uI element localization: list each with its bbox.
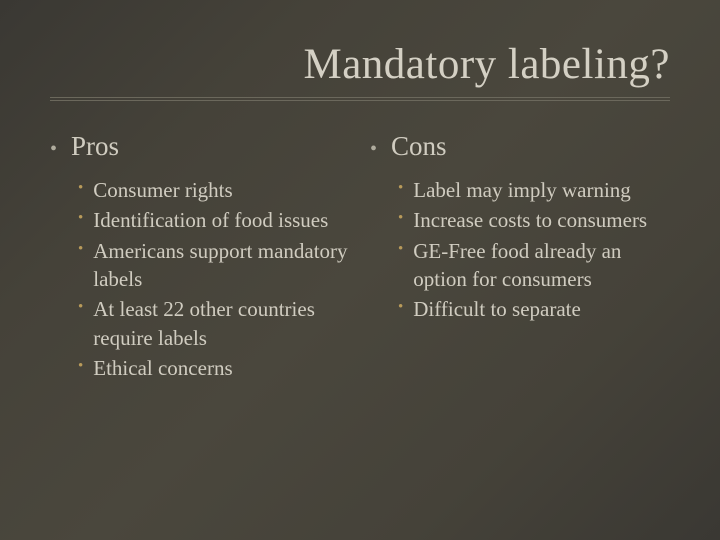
bullet-icon: • (398, 181, 403, 196)
list-item: • Increase costs to consumers (398, 206, 670, 234)
list-item: • Consumer rights (78, 176, 350, 204)
bullet-icon: • (78, 300, 83, 315)
item-text: Label may imply warning (413, 176, 631, 204)
pros-list: • Consumer rights • Identification of fo… (50, 176, 350, 382)
pros-title: Pros (71, 131, 119, 162)
list-item: • GE-Free food already an option for con… (398, 237, 670, 294)
title-area: Mandatory labeling? (50, 40, 670, 89)
item-text: At least 22 other countries require labe… (93, 295, 350, 352)
columns-container: • Pros • Consumer rights • Identificatio… (50, 131, 670, 384)
list-item: • Label may imply warning (398, 176, 670, 204)
title-underline-2 (50, 100, 670, 101)
cons-column: • Cons • Label may imply warning • Incre… (370, 131, 670, 384)
bullet-icon: • (398, 300, 403, 315)
dot-icon: • (370, 139, 377, 159)
item-text: Americans support mandatory labels (93, 237, 350, 294)
cons-title: Cons (391, 131, 447, 162)
item-text: Identification of food issues (93, 206, 328, 234)
list-item: • At least 22 other countries require la… (78, 295, 350, 352)
item-text: Increase costs to consumers (413, 206, 647, 234)
cons-header: • Cons (370, 131, 670, 162)
dot-icon: • (50, 139, 57, 159)
pros-column: • Pros • Consumer rights • Identificatio… (50, 131, 350, 384)
list-item: • Difficult to separate (398, 295, 670, 323)
slide: Mandatory labeling? • Pros • Consumer ri… (0, 0, 720, 540)
bullet-icon: • (78, 359, 83, 374)
bullet-icon: • (398, 242, 403, 257)
bullet-icon: • (398, 211, 403, 226)
bullet-icon: • (78, 211, 83, 226)
cons-list: • Label may imply warning • Increase cos… (370, 176, 670, 324)
item-text: Difficult to separate (413, 295, 581, 323)
list-item: • Identification of food issues (78, 206, 350, 234)
bullet-icon: • (78, 242, 83, 257)
item-text: GE-Free food already an option for consu… (413, 237, 670, 294)
slide-title: Mandatory labeling? (50, 40, 670, 89)
list-item: • Americans support mandatory labels (78, 237, 350, 294)
title-underline-1 (50, 97, 670, 98)
item-text: Consumer rights (93, 176, 232, 204)
item-text: Ethical concerns (93, 354, 232, 382)
pros-header: • Pros (50, 131, 350, 162)
list-item: • Ethical concerns (78, 354, 350, 382)
bullet-icon: • (78, 181, 83, 196)
